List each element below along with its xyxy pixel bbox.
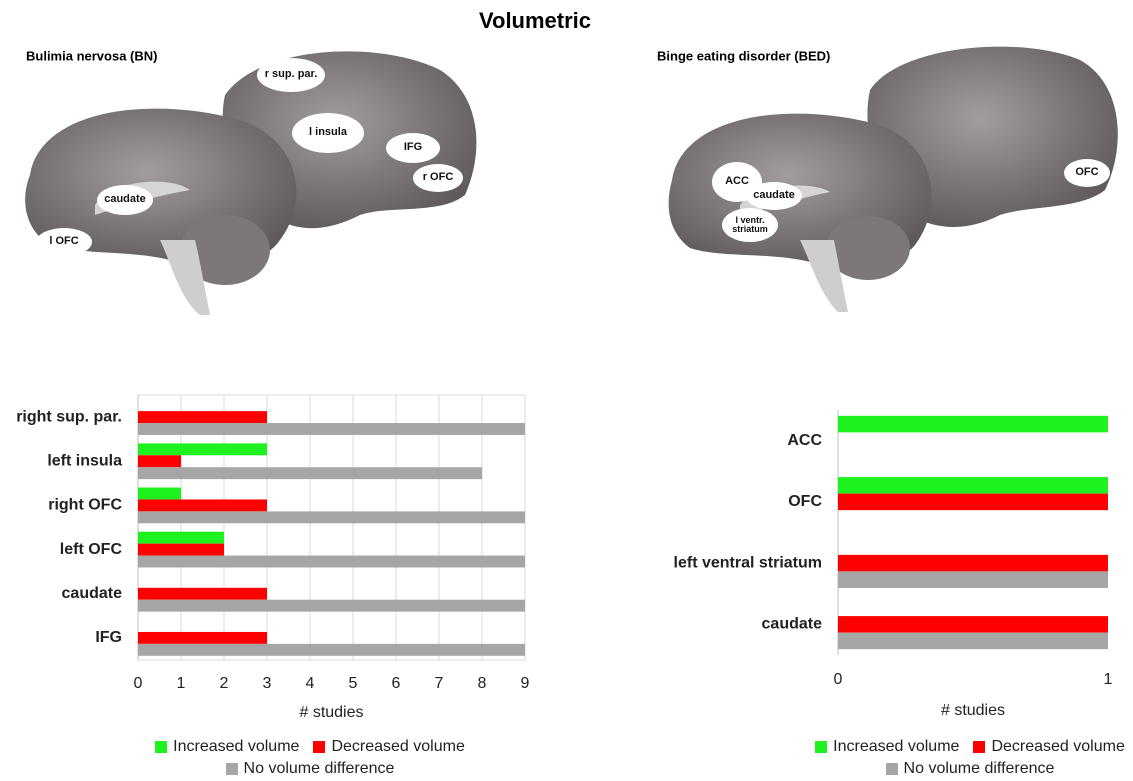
x-tick-label: 9 (521, 675, 530, 692)
bar (138, 455, 181, 468)
x-tick-label: 5 (349, 675, 358, 692)
legend-swatch (885, 763, 898, 775)
x-tick-label: 3 (263, 675, 272, 692)
legend-label: No volume difference (903, 760, 1055, 777)
legend-swatch (225, 763, 238, 775)
x-tick-label: 4 (306, 675, 315, 692)
y-tick-label: caudate (62, 585, 123, 602)
x-tick-label: 0 (134, 675, 143, 692)
bar (138, 555, 525, 568)
x-tick-label: 1 (1104, 671, 1113, 688)
x-tick-label: 7 (435, 675, 444, 692)
bar (138, 443, 267, 456)
x-tick-label: 6 (392, 675, 401, 692)
y-tick-label: IFG (95, 629, 122, 646)
y-tick-label: OFC (788, 493, 822, 510)
panel-title: Bulimia nervosa (BN) (26, 48, 157, 63)
legend-label: Increased volume (173, 738, 300, 755)
legend-item: Increased volume (815, 738, 959, 756)
region-label: caudate (746, 182, 802, 210)
figure-title: Volumetric (479, 8, 591, 33)
x-tick-label: 0 (834, 671, 843, 688)
bar (138, 487, 181, 500)
legend-label: Decreased volume (331, 738, 465, 755)
bar (138, 511, 525, 524)
bar (138, 499, 267, 512)
bar (838, 554, 1108, 572)
bar (138, 423, 525, 435)
y-tick-label: caudate (762, 616, 823, 633)
y-tick-label: left OFC (60, 541, 123, 558)
region-label: OFC (1064, 159, 1110, 187)
y-tick-label: ACC (787, 432, 822, 449)
bar (138, 599, 525, 612)
region-label: l ventr. striatum (722, 208, 778, 242)
panel-title: Binge eating disorder (BED) (657, 48, 830, 63)
legend-swatch (815, 741, 828, 753)
legend: Increased volume Decreased volume No volum… (790, 738, 1133, 778)
bar (838, 493, 1108, 511)
bar (138, 531, 224, 544)
legend-label: Decreased volume (991, 738, 1125, 755)
bar (838, 477, 1108, 494)
legend-item: No volume difference (885, 760, 1055, 778)
legend-label: Increased volume (833, 738, 960, 755)
region-label: l OFC (36, 228, 92, 256)
bar (838, 616, 1108, 633)
legend-swatch (313, 741, 326, 753)
bar (138, 643, 525, 656)
bar (838, 415, 1108, 433)
legend: Increased volume Decreased volume No volum… (130, 738, 490, 778)
y-tick-label: right OFC (48, 497, 122, 514)
x-tick-label: 8 (478, 675, 487, 692)
y-tick-label: right sup. par. (16, 408, 122, 425)
x-axis-label: # studies (299, 704, 363, 721)
legend-swatch (973, 741, 986, 753)
brain-illustration (25, 51, 477, 315)
region-label: r OFC (413, 164, 463, 192)
y-tick-label: left ventral striatum (674, 554, 822, 571)
region-label: caudate (97, 185, 153, 215)
region-label: l insula (292, 113, 364, 153)
bar (138, 411, 267, 424)
legend-item: No volume difference (225, 760, 395, 778)
y-tick-label: left insula (47, 452, 122, 469)
bar (138, 631, 267, 644)
legend-item: Decreased volume (313, 738, 465, 756)
region-label: r sup. par. (257, 58, 325, 92)
legend-item: Decreased volume (973, 738, 1125, 756)
region-label: IFG (386, 133, 440, 163)
x-tick-label: 1 (177, 675, 186, 692)
legend-label: No volume difference (243, 760, 395, 777)
legend-swatch (155, 741, 168, 753)
bar (138, 467, 482, 480)
legend-item: Increased volume (155, 738, 299, 756)
bar (838, 571, 1108, 588)
x-tick-label: 2 (220, 675, 229, 692)
bar (838, 632, 1108, 650)
bar (138, 543, 224, 556)
x-axis-label: # studies (941, 702, 1005, 719)
bar (138, 587, 267, 600)
